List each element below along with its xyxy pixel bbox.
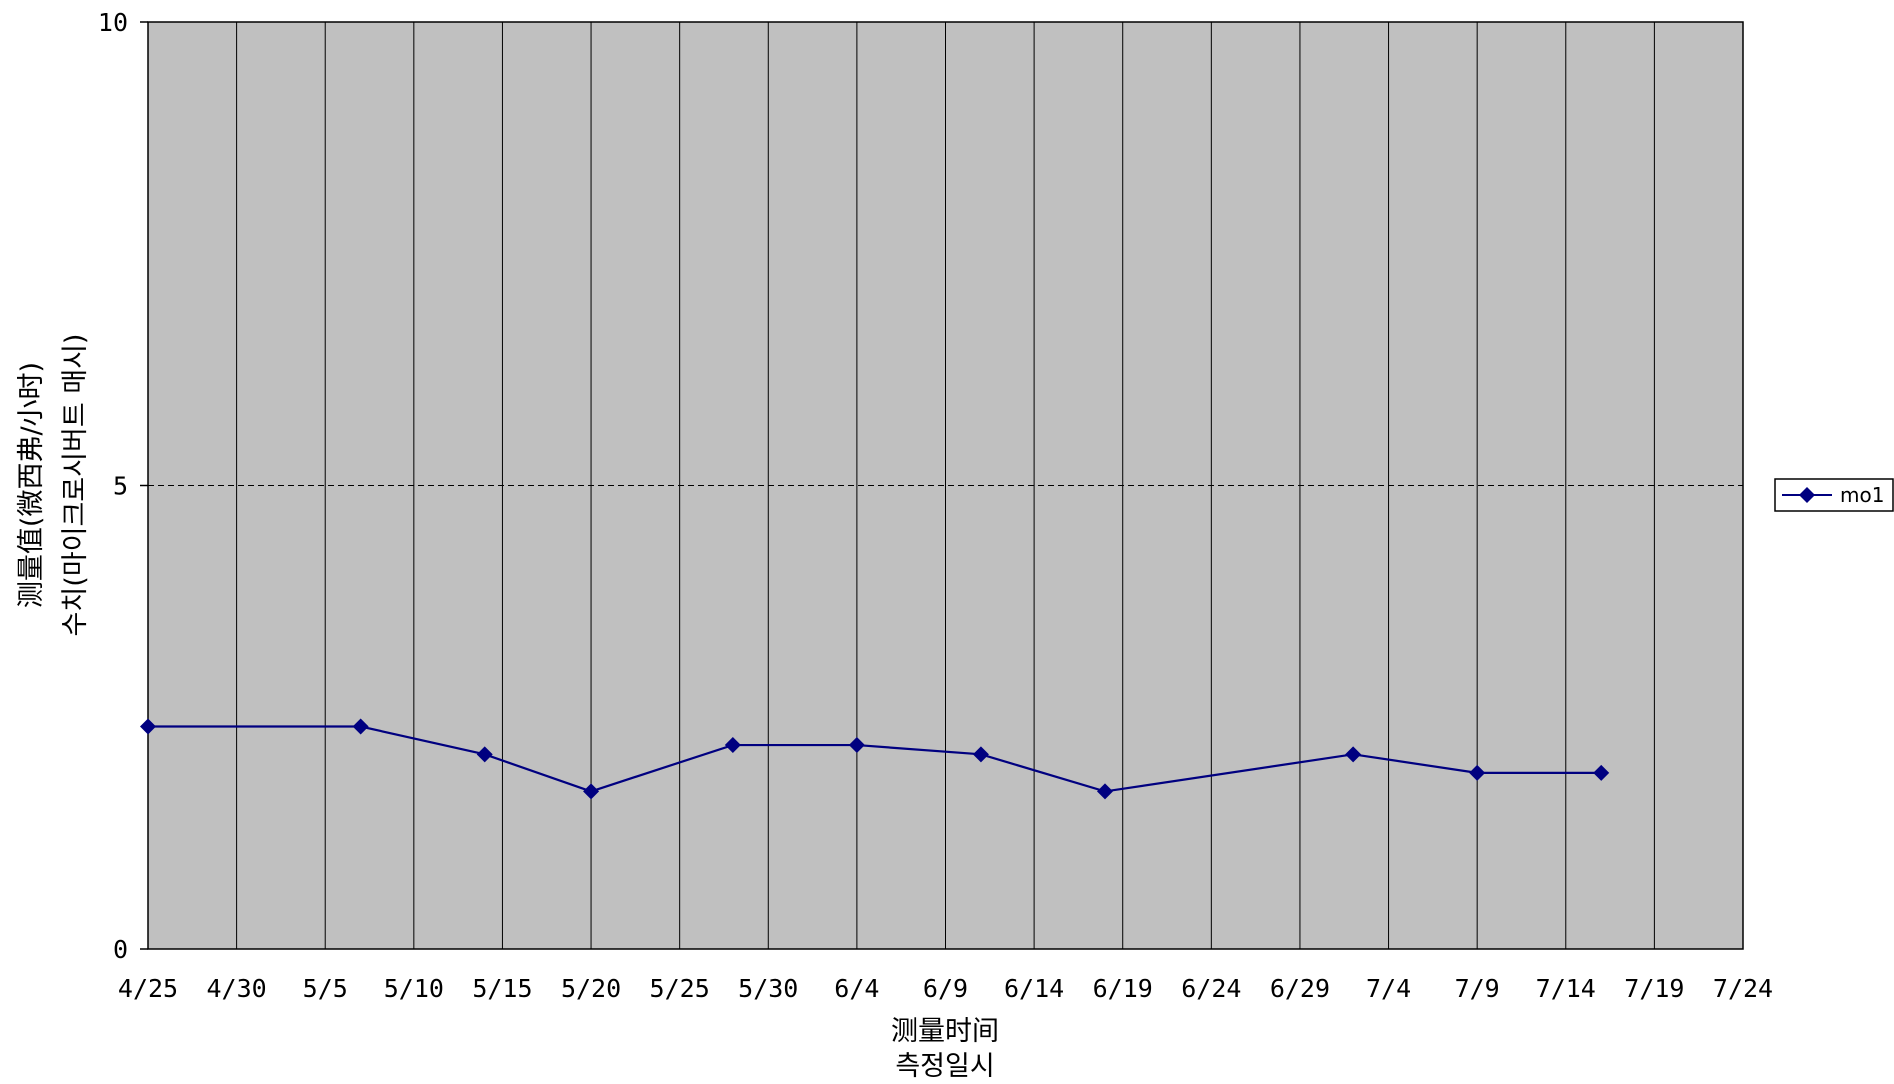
legend-label: mo1 bbox=[1840, 483, 1884, 507]
x-tick-label: 4/25 bbox=[118, 974, 178, 1003]
data-point bbox=[476, 746, 493, 763]
data-point bbox=[1097, 783, 1113, 800]
x-tick-label: 6/4 bbox=[834, 974, 879, 1003]
x-tick-label: 5/10 bbox=[384, 974, 444, 1003]
data-point bbox=[972, 746, 989, 763]
vertical-gridlines bbox=[236, 22, 1655, 949]
x-tick-label: 5/20 bbox=[561, 974, 621, 1003]
y-axis-title-line2: 수치(마이크로시버트 매시) bbox=[60, 334, 91, 637]
x-tick-label: 7/24 bbox=[1713, 974, 1773, 1003]
series-layer bbox=[140, 718, 1610, 800]
y-tick-label: 10 bbox=[98, 8, 128, 37]
legend-marker bbox=[1799, 487, 1815, 503]
y-tick-label: 5 bbox=[113, 472, 128, 501]
data-point bbox=[140, 718, 156, 735]
x-tick-label: 6/29 bbox=[1270, 974, 1330, 1003]
x-tick-label: 4/30 bbox=[207, 974, 267, 1003]
data-point bbox=[848, 737, 865, 754]
y-axis-tick-labels: 0 5 10 bbox=[98, 8, 128, 964]
x-tick-label: 6/24 bbox=[1181, 974, 1241, 1003]
x-axis-title-line2: 측정일시 bbox=[895, 1051, 994, 1082]
x-tick-label: 5/25 bbox=[650, 974, 710, 1003]
y-tick-label: 0 bbox=[113, 935, 128, 964]
x-tick-label: 7/4 bbox=[1366, 974, 1411, 1003]
data-point bbox=[352, 718, 369, 735]
x-tick-label: 5/5 bbox=[303, 974, 348, 1003]
x-tick-label: 6/14 bbox=[1004, 974, 1064, 1003]
data-point bbox=[1345, 746, 1362, 763]
x-tick-label: 7/9 bbox=[1455, 974, 1500, 1003]
data-point bbox=[583, 783, 600, 800]
x-tick-label: 7/14 bbox=[1536, 974, 1596, 1003]
x-axis-tick-labels: 4/25 4/30 5/5 5/10 5/15 5/20 5/25 5/30 6/4 6/9 6/1… bbox=[118, 974, 1773, 1003]
data-point bbox=[724, 737, 741, 754]
x-tick-label: 6/9 bbox=[923, 974, 968, 1003]
data-point bbox=[1593, 764, 1610, 781]
horizontal-gridlines bbox=[140, 21, 1743, 950]
x-tick-label: 5/15 bbox=[472, 974, 532, 1003]
x-tick-label: 6/19 bbox=[1093, 974, 1153, 1003]
data-point bbox=[1469, 764, 1486, 781]
x-axis-title-line1: 测量时间 bbox=[891, 1016, 999, 1047]
x-tick-label: 5/30 bbox=[738, 974, 798, 1003]
x-tick-label: 7/19 bbox=[1624, 974, 1684, 1003]
y-axis-title-line1: 测量值(微西弗/小时) bbox=[16, 362, 47, 608]
legend: mo1 bbox=[1774, 478, 1894, 512]
